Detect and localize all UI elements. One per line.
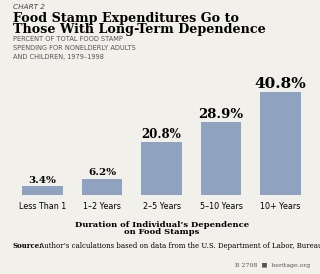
Text: on Food Stamps: on Food Stamps: [124, 228, 199, 236]
Text: PERCENT OF TOTAL FOOD STAMP
SPENDING FOR NONELDERLY ADULTS
AND CHILDREN, 1979–19: PERCENT OF TOTAL FOOD STAMP SPENDING FOR…: [13, 36, 136, 60]
Text: Those With Long-Term Dependence: Those With Long-Term Dependence: [13, 23, 266, 36]
Bar: [82, 179, 122, 195]
Bar: [141, 142, 182, 195]
Bar: [22, 186, 63, 195]
Text: Duration of Individual’s Dependence: Duration of Individual’s Dependence: [75, 221, 249, 229]
Text: 20.8%: 20.8%: [142, 128, 181, 141]
Text: 28.9%: 28.9%: [198, 108, 244, 121]
Text: Food Stamp Expenditures Go to: Food Stamp Expenditures Go to: [13, 12, 239, 24]
Text: 3.4%: 3.4%: [28, 176, 57, 184]
Text: 40.8%: 40.8%: [255, 77, 307, 91]
Text: CHART 2: CHART 2: [13, 4, 45, 10]
Text: B 2708  ■  heritage.org: B 2708 ■ heritage.org: [235, 263, 310, 268]
Bar: [201, 122, 241, 195]
Bar: [260, 92, 301, 195]
Text: Source:: Source:: [13, 242, 43, 250]
Text: Author’s calculations based on data from the U.S. Department of Labor, Bureau of: Author’s calculations based on data from…: [37, 242, 320, 250]
Text: 6.2%: 6.2%: [88, 169, 116, 178]
